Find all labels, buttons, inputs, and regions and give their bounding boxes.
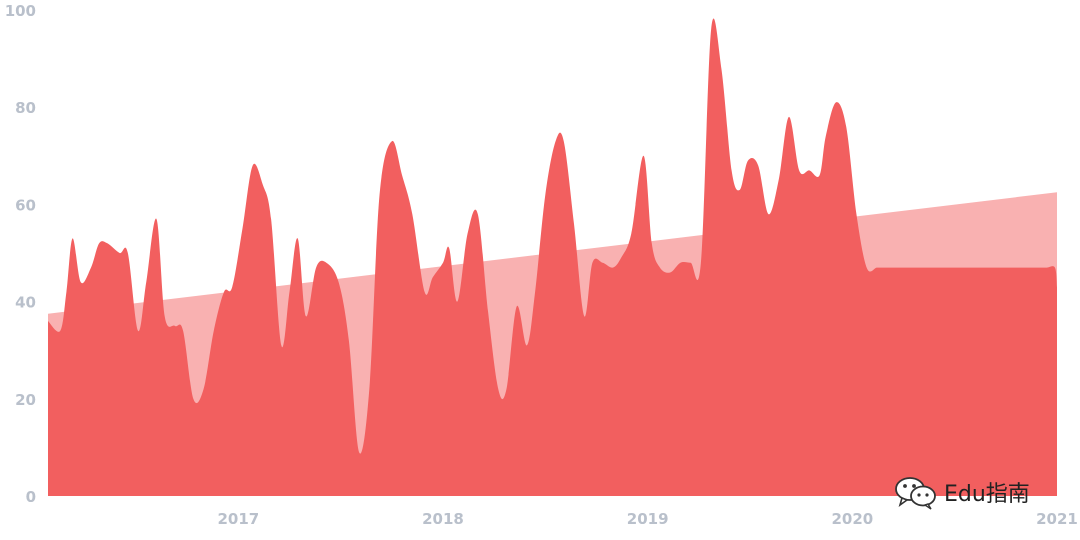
- y-tick-label: 40: [15, 294, 36, 312]
- wechat-icon: [895, 477, 936, 510]
- watermark-text: Edu指南: [944, 482, 1030, 507]
- x-tick-label: 2018: [422, 510, 464, 528]
- y-tick-label: 20: [15, 391, 36, 409]
- y-axis-ticks: 0 20 40 60 80 100: [5, 2, 36, 506]
- y-tick-label: 0: [26, 488, 36, 506]
- x-tick-label: 2021: [1036, 510, 1078, 528]
- y-tick-label: 100: [5, 2, 36, 20]
- y-tick-label: 60: [15, 196, 36, 214]
- watermark: Edu指南: [892, 474, 1030, 510]
- x-tick-label: 2019: [627, 510, 669, 528]
- y-tick-label: 80: [15, 99, 36, 117]
- x-tick-label: 2020: [831, 510, 873, 528]
- series-area: [48, 18, 1057, 496]
- x-axis-ticks: 2017 2018 2019 2020 2021: [217, 510, 1077, 528]
- x-tick-label: 2017: [217, 510, 259, 528]
